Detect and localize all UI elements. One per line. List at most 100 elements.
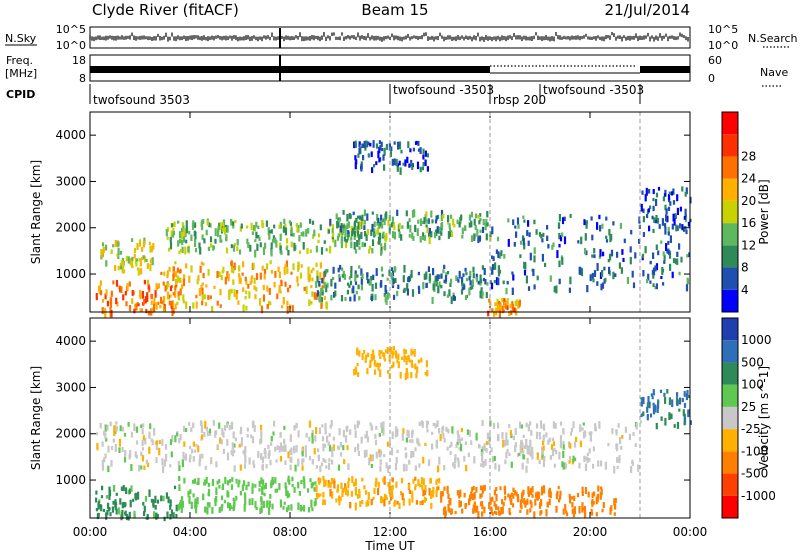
heatmap-cell: [390, 447, 394, 456]
heatmap-cell: [238, 444, 241, 448]
heatmap-cell: [562, 450, 565, 458]
heatmap-cell: [581, 505, 584, 513]
heatmap-cell: [686, 277, 689, 285]
heatmap-cell: [155, 445, 158, 451]
nsearch-label: N.Search: [748, 32, 798, 45]
heatmap-cell: [231, 221, 235, 226]
heatmap-cell: [269, 260, 272, 265]
heatmap-cell: [280, 279, 283, 284]
heatmap-cell: [246, 238, 249, 244]
heatmap-cell: [247, 481, 250, 487]
heatmap-cell: [408, 218, 411, 223]
heatmap-cell: [232, 497, 235, 502]
heatmap-cell: [559, 495, 562, 500]
heatmap-cell: [412, 147, 415, 152]
heatmap-cell: [337, 267, 340, 273]
heatmap-cell: [365, 430, 368, 439]
heatmap-cell: [316, 290, 319, 297]
heatmap-cell: [386, 277, 389, 281]
heatmap-cell: [315, 427, 318, 435]
heatmap-cell: [101, 252, 104, 258]
heatmap-cell: [380, 350, 383, 354]
noise-tick-left-low: 10^0: [56, 39, 86, 52]
x-tick-label: 08:00: [273, 525, 308, 539]
heatmap-cell: [572, 421, 575, 429]
heatmap-cell: [539, 436, 542, 440]
heatmap-cell: [481, 265, 484, 270]
heatmap-cell: [601, 270, 604, 277]
heatmap-cell: [662, 282, 665, 286]
heatmap-cell: [392, 346, 395, 351]
heatmap-cell: [590, 501, 594, 505]
heatmap-cell: [240, 426, 243, 434]
heatmap-cell: [379, 221, 382, 226]
heatmap-cell: [461, 234, 464, 239]
heatmap-cell: [428, 227, 431, 234]
station-title: Clyde River (fitACF): [92, 1, 239, 19]
heatmap-cell: [289, 464, 292, 471]
heatmap-cell: [450, 510, 453, 515]
heatmap-cell: [670, 413, 673, 420]
heatmap-cell: [482, 461, 485, 468]
heatmap-cell: [395, 350, 398, 357]
heatmap-cell: [305, 286, 308, 294]
heatmap-cell: [517, 453, 520, 457]
heatmap-cell: [558, 232, 561, 240]
heatmap-cell: [553, 448, 556, 452]
heatmap-cell: [370, 464, 373, 469]
heatmap-cell: [218, 271, 221, 277]
heatmap-cell: [409, 148, 412, 153]
y-tick-label: 1000: [55, 267, 86, 281]
heatmap-cell: [569, 442, 572, 449]
heatmap-cell: [280, 446, 283, 452]
heatmap-cell: [218, 485, 221, 489]
heatmap-cell: [180, 227, 184, 236]
heatmap-cell: [190, 501, 193, 509]
heatmap-cell: [142, 435, 145, 441]
heatmap-cell: [200, 261, 203, 265]
heatmap-cell: [368, 457, 371, 466]
heatmap-cell: [195, 506, 198, 514]
heatmap-cell: [432, 422, 435, 426]
heatmap-cell: [205, 476, 208, 484]
heatmap-cell: [642, 411, 645, 417]
heatmap-cell: [209, 295, 212, 300]
heatmap-cell: [639, 420, 642, 424]
heatmap-cell: [352, 211, 355, 216]
x-tick-label: 00:00: [673, 525, 708, 539]
heatmap-cell: [412, 451, 415, 458]
heatmap-cell: [247, 242, 250, 248]
nsky-label: N.Sky: [5, 32, 37, 45]
heatmap-cell: [185, 301, 188, 310]
heatmap-cell: [360, 163, 363, 172]
heatmap-cell: [342, 445, 345, 451]
heatmap-cell: [263, 484, 266, 490]
heatmap-cell: [424, 159, 427, 166]
heatmap-cell: [684, 215, 688, 223]
heatmap-cell: [260, 436, 263, 444]
heatmap-cell: [431, 490, 434, 497]
heatmap-cell: [559, 435, 563, 442]
heatmap-cell: [214, 498, 217, 507]
heatmap-cell: [414, 465, 417, 471]
heatmap-cell: [204, 302, 208, 307]
heatmap-cell: [461, 282, 464, 287]
heatmap-cell: [581, 486, 584, 494]
heatmap-cell: [380, 266, 383, 272]
heatmap-cell: [331, 235, 334, 240]
heatmap-cell: [358, 265, 361, 269]
heatmap-cell: [291, 305, 294, 313]
heatmap-cell: [122, 261, 125, 269]
heatmap-cell: [293, 246, 296, 252]
heatmap-cell: [647, 396, 650, 403]
heatmap-cell: [667, 231, 670, 236]
heatmap-cell: [366, 499, 369, 504]
heatmap-cell: [346, 425, 349, 433]
freq-band: [90, 66, 690, 73]
heatmap-cell: [573, 441, 577, 448]
heatmap-cell: [165, 283, 168, 290]
heatmap-cell: [380, 450, 383, 456]
velocity-ylabel: Slant Range [km]: [29, 366, 43, 470]
heatmap-cell: [169, 286, 173, 292]
heatmap-cell: [593, 248, 596, 254]
